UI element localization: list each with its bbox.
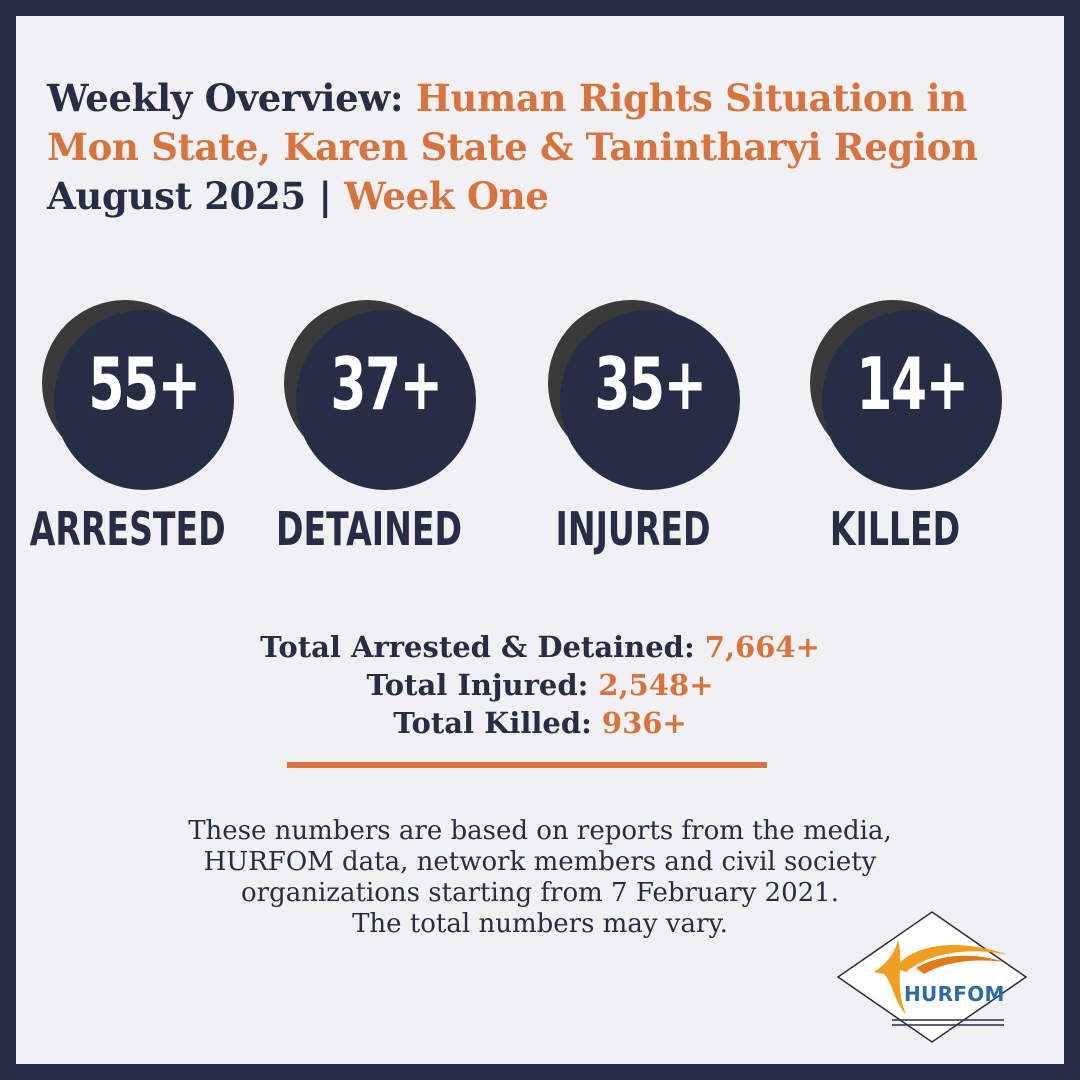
title-date: August 2025 | <box>47 174 345 218</box>
logo-text: HURFOM <box>904 982 1005 1006</box>
stat-detained: 37+ DETAINED <box>254 286 484 566</box>
stat-arrested: 55+ ARRESTED <box>12 286 242 566</box>
title-subject-line1: Human Rights Situation in <box>415 76 967 120</box>
stat-circle <box>54 310 234 490</box>
stat-value: 14+ <box>856 342 969 426</box>
total-killed: Total Killed: 936+ <box>16 704 1064 742</box>
stat-circle <box>822 310 1002 490</box>
total-label: Total Killed: <box>393 706 602 740</box>
logo-graphic <box>836 911 1028 1043</box>
stat-label: INJURED <box>555 502 711 556</box>
total-label: Total Arrested & Detained: <box>260 630 705 664</box>
stat-circle <box>296 310 476 490</box>
title-week: Week One <box>344 174 549 218</box>
stat-value: 55+ <box>88 342 201 426</box>
note-line: organizations starting from 7 February 2… <box>241 878 839 908</box>
infographic-card: Weekly Overview: Human Rights Situation … <box>16 16 1064 1064</box>
stat-value: 37+ <box>330 342 443 426</box>
total-arrested-detained: Total Arrested & Detained: 7,664+ <box>16 628 1064 666</box>
totals-block: Total Arrested & Detained: 7,664+ Total … <box>16 628 1064 742</box>
note-line: The total numbers may vary. <box>352 909 728 939</box>
stat-label: ARRESTED <box>29 502 226 556</box>
total-label: Total Injured: <box>366 668 599 702</box>
stat-label: DETAINED <box>276 502 462 556</box>
title-prefix: Weekly Overview: <box>47 76 416 120</box>
stat-circle <box>560 310 740 490</box>
source-note: These numbers are based on reports from … <box>16 816 1064 940</box>
note-line: HURFOM data, network members and civil s… <box>203 847 877 877</box>
stat-injured: 35+ INJURED <box>518 286 748 566</box>
total-value: 936+ <box>601 706 687 740</box>
stat-value: 35+ <box>594 342 707 426</box>
title-subject-line2: Mon State, Karen State & Tanintharyi Reg… <box>47 125 978 169</box>
note-line: These numbers are based on reports from … <box>188 816 892 846</box>
hurfom-logo: HURFOM <box>834 910 1030 1044</box>
page-title: Weekly Overview: Human Rights Situation … <box>47 74 1047 221</box>
total-injured: Total Injured: 2,548+ <box>16 666 1064 704</box>
stat-label: KILLED <box>829 502 961 556</box>
stat-killed: 14+ KILLED <box>780 286 1010 566</box>
total-value: 2,548+ <box>598 668 714 702</box>
divider <box>287 762 767 768</box>
total-value: 7,664+ <box>704 630 820 664</box>
